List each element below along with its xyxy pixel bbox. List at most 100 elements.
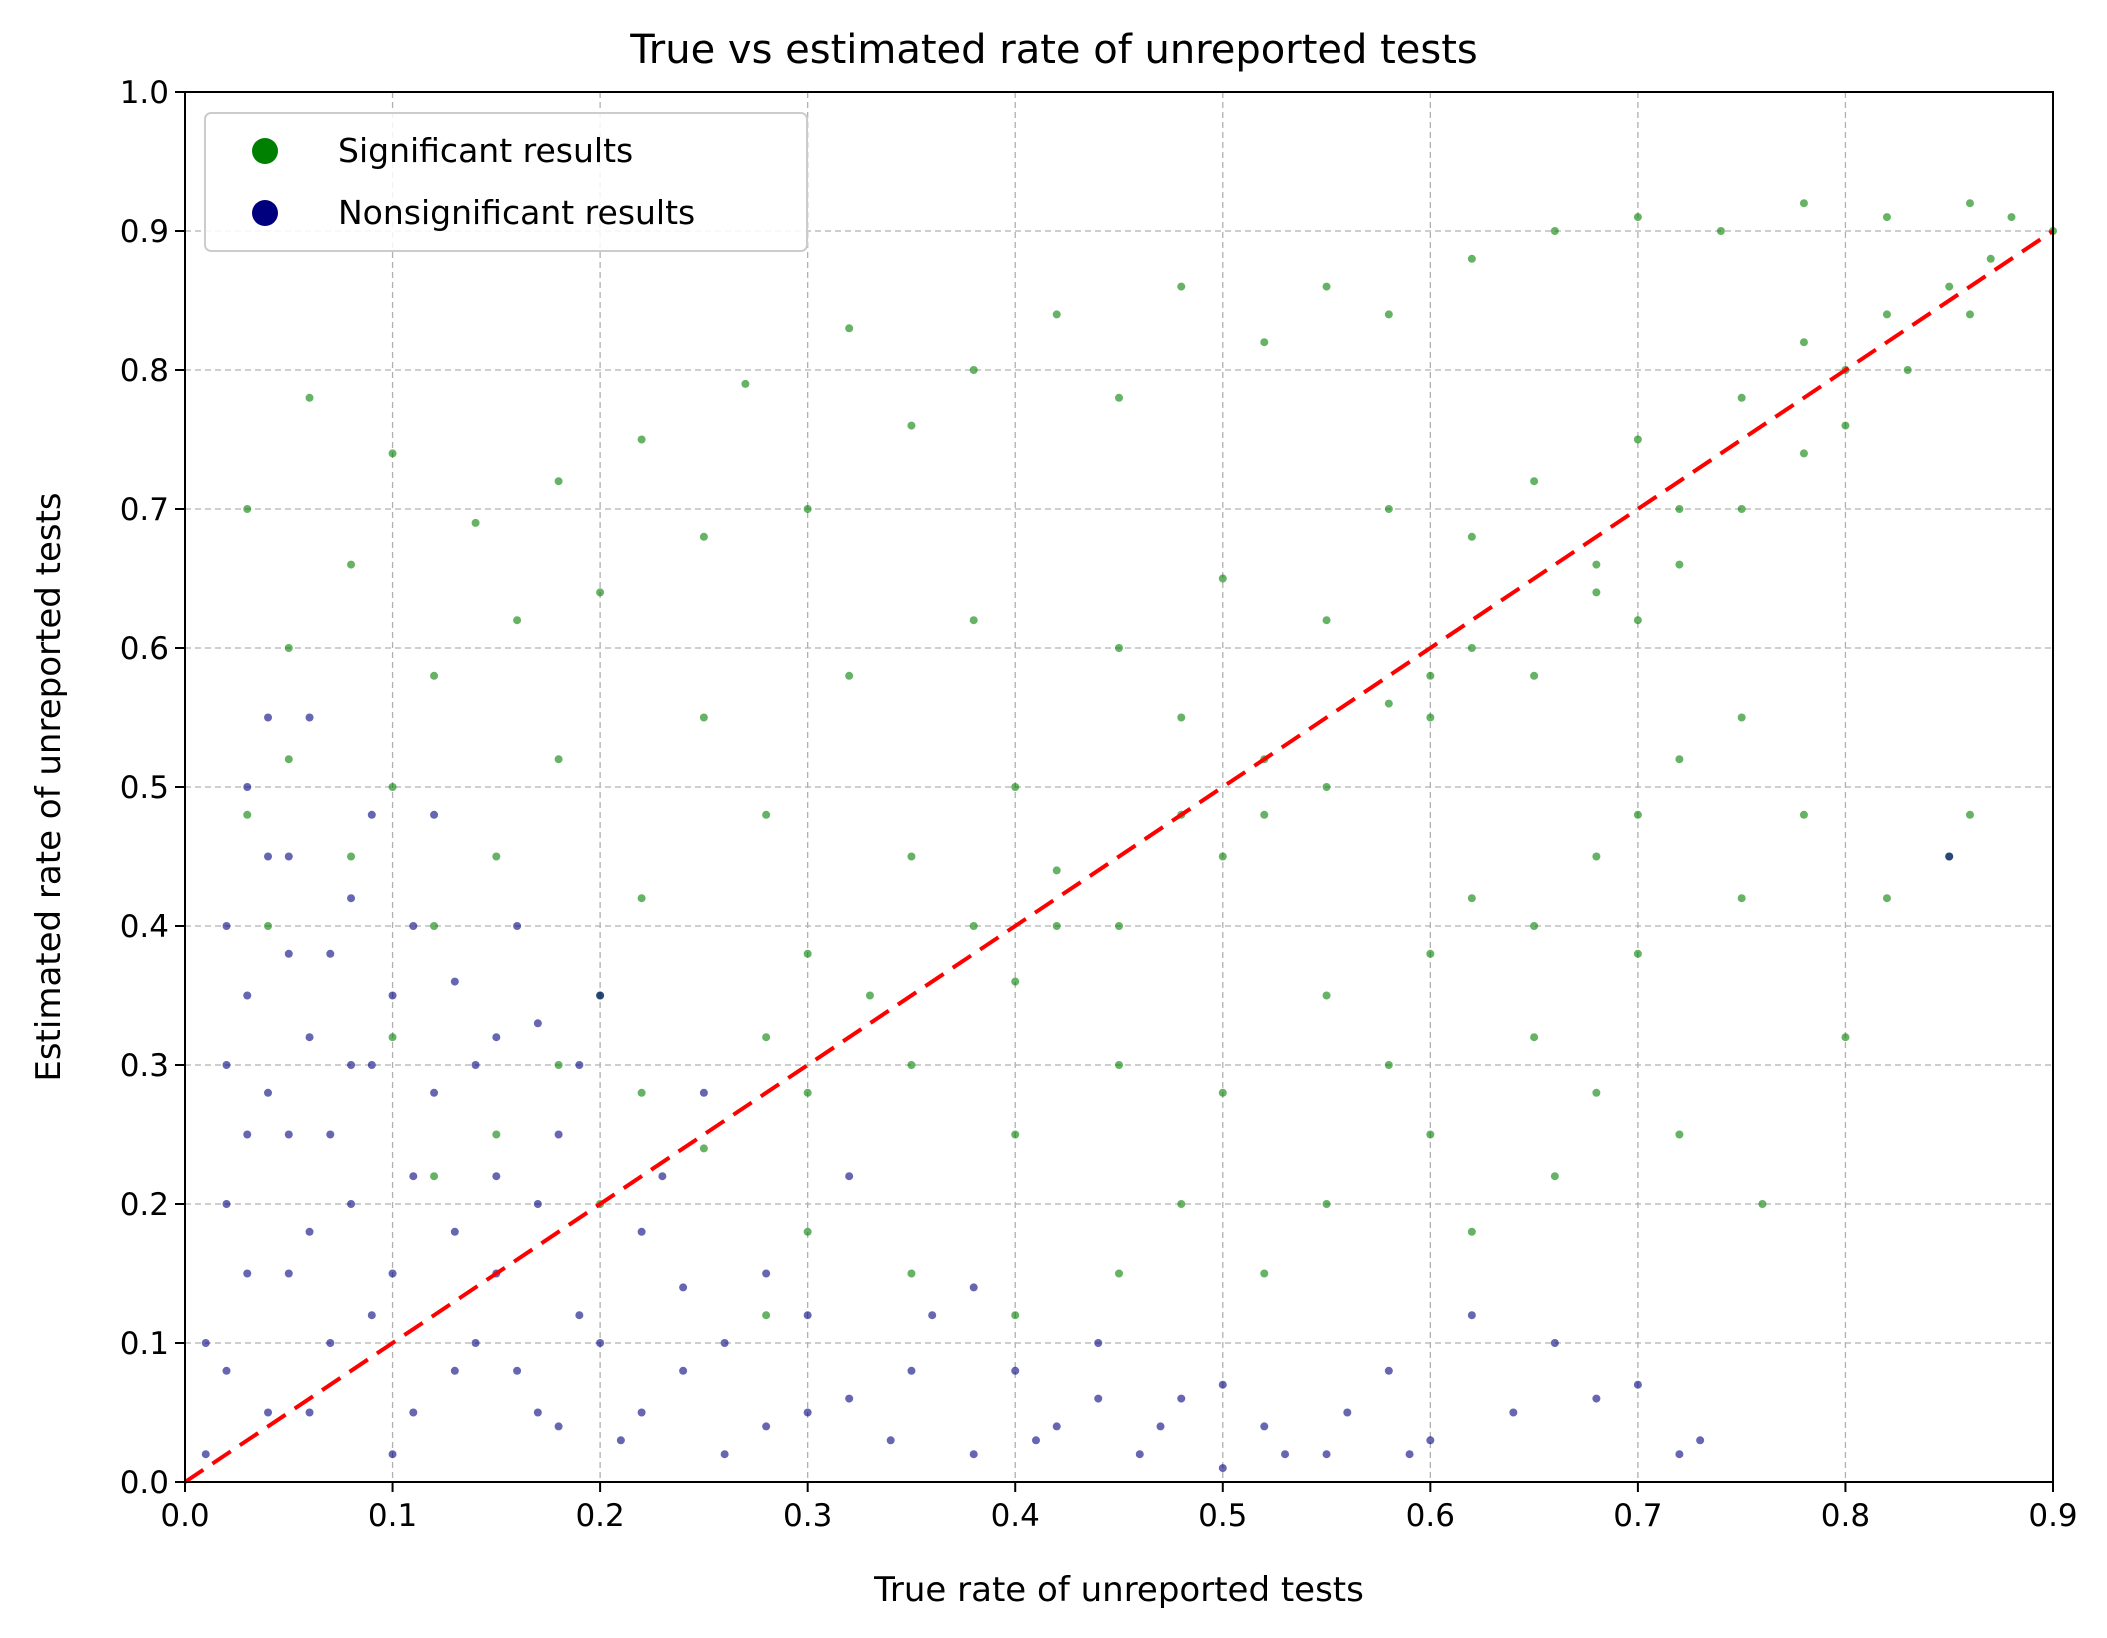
data-point-significant-results — [1550, 1172, 1559, 1181]
data-point-significant-results — [492, 1130, 501, 1139]
data-point-nonsignificant-results — [222, 1061, 231, 1069]
data-point-significant-results — [969, 922, 978, 930]
data-point-significant-results — [1737, 894, 1746, 903]
scatter-points — [201, 199, 2057, 1473]
data-point-nonsignificant-results — [1550, 1339, 1559, 1347]
data-point-significant-results — [471, 518, 480, 527]
data-point-significant-results — [1633, 949, 1642, 958]
data-point-significant-results — [1675, 505, 1684, 513]
data-point-significant-results — [1965, 199, 1974, 208]
data-point-significant-results — [1592, 852, 1601, 861]
y-tick-label: 0.7 — [120, 492, 169, 528]
y-tick-label: 0.3 — [120, 1048, 169, 1084]
data-point-significant-results — [1322, 991, 1331, 1000]
data-point-nonsignificant-results — [720, 1450, 729, 1459]
y-tick-label: 0.5 — [120, 770, 169, 806]
y-axis: 0.0 0.1 0.2 0.3 0.4 0.5 0.6 0.7 0.8 0.9 1.0 — [120, 75, 185, 1501]
x-tick-label: 0.7 — [1613, 1498, 1662, 1534]
data-point-significant-results — [1384, 699, 1393, 708]
data-point-significant-results — [1737, 713, 1746, 722]
data-point-significant-results — [347, 560, 356, 569]
data-point-significant-results — [762, 1033, 771, 1042]
data-point-nonsignificant-results — [575, 1061, 584, 1069]
data-point-significant-results — [596, 588, 605, 597]
data-point-significant-results — [699, 532, 708, 541]
legend-box — [204, 112, 808, 252]
data-point-nonsignificant-results — [803, 1311, 812, 1320]
data-point-nonsignificant-results — [388, 1450, 397, 1459]
data-point-nonsignificant-results — [1675, 1450, 1684, 1459]
data-point-significant-results — [907, 852, 916, 861]
data-point-significant-results — [1882, 213, 1891, 222]
data-point-nonsignificant-results — [554, 1422, 563, 1431]
data-point-nonsignificant-results — [471, 1061, 480, 1069]
data-point-nonsignificant-results — [1343, 1408, 1352, 1417]
data-point-nonsignificant-results — [1177, 1394, 1186, 1403]
data-point-significant-results — [1467, 532, 1476, 541]
data-point-nonsignificant-results — [969, 1450, 978, 1459]
data-point-significant-results — [1052, 922, 1061, 930]
legend-marker-nonsignificant — [252, 200, 278, 226]
data-point-significant-results — [1945, 282, 1954, 291]
legend-label-significant: Significant results — [338, 131, 633, 170]
data-point-nonsignificant-results — [1633, 1380, 1642, 1389]
data-point-significant-results — [803, 1227, 812, 1236]
data-point-significant-results — [865, 991, 874, 1000]
data-point-nonsignificant-results — [409, 922, 418, 930]
data-point-nonsignificant-results — [554, 1130, 563, 1139]
data-point-significant-results — [1115, 1061, 1123, 1069]
data-point-nonsignificant-results — [367, 810, 376, 819]
y-axis-label: Estimated rate of unreported tests — [29, 492, 69, 1081]
data-point-significant-results — [803, 505, 812, 513]
data-point-nonsignificant-results — [367, 1311, 376, 1320]
data-point-significant-results — [1322, 282, 1331, 291]
data-point-nonsignificant-results — [845, 1172, 854, 1181]
data-point-nonsignificant-results — [1218, 1464, 1227, 1473]
data-point-nonsignificant-results — [658, 1172, 667, 1181]
data-point-nonsignificant-results — [679, 1283, 688, 1292]
data-point-significant-results — [1550, 227, 1559, 235]
data-point-significant-results — [243, 810, 252, 819]
data-point-nonsignificant-results — [1011, 1366, 1020, 1375]
data-point-nonsignificant-results — [762, 1269, 771, 1278]
data-point-significant-results — [2007, 213, 2016, 222]
data-point-nonsignificant-results — [450, 1366, 459, 1375]
data-point-significant-results — [1177, 1200, 1186, 1208]
data-point-significant-results — [1841, 1033, 1850, 1042]
data-point-significant-results — [1592, 560, 1601, 569]
data-point-significant-results — [845, 324, 854, 333]
data-point-significant-results — [388, 1033, 397, 1042]
data-point-significant-results — [554, 1061, 563, 1069]
data-point-nonsignificant-results — [1094, 1339, 1103, 1347]
data-point-significant-results — [1115, 922, 1123, 930]
data-point-significant-results — [1716, 227, 1725, 235]
data-point-nonsignificant-results — [907, 1366, 916, 1375]
data-point-significant-results — [1903, 366, 1912, 374]
data-point-significant-results — [1675, 1130, 1684, 1139]
data-point-significant-results — [1218, 574, 1227, 583]
x-tick-label: 0.4 — [991, 1498, 1040, 1534]
data-point-significant-results — [1737, 393, 1746, 402]
data-point-significant-results — [637, 894, 646, 903]
data-point-nonsignificant-results — [1467, 1311, 1476, 1320]
data-point-significant-results — [969, 616, 978, 625]
data-point-nonsignificant-results — [1405, 1450, 1414, 1459]
data-point-nonsignificant-results — [1094, 1394, 1103, 1403]
y-tick-label: 0.2 — [120, 1187, 169, 1223]
data-point-significant-results — [1011, 1130, 1020, 1139]
data-point-significant-results — [430, 671, 439, 680]
y-tick-label: 0.1 — [120, 1326, 169, 1362]
data-point-significant-results — [1758, 1200, 1767, 1208]
data-point-nonsignificant-results — [305, 1033, 314, 1042]
data-point-significant-results — [907, 421, 916, 430]
x-tick-label: 0.6 — [1406, 1498, 1455, 1534]
y-tick-label: 1.0 — [120, 75, 169, 111]
data-point-significant-results — [699, 713, 708, 722]
data-point-nonsignificant-results — [430, 1088, 439, 1097]
data-point-nonsignificant-results — [845, 1394, 854, 1403]
data-point-nonsignificant-results — [243, 991, 252, 1000]
data-point-nonsignificant-results — [243, 1269, 252, 1278]
data-point-significant-results — [1841, 421, 1850, 430]
data-point-nonsignificant-results — [1426, 1436, 1435, 1445]
data-point-significant-results — [1177, 282, 1186, 291]
